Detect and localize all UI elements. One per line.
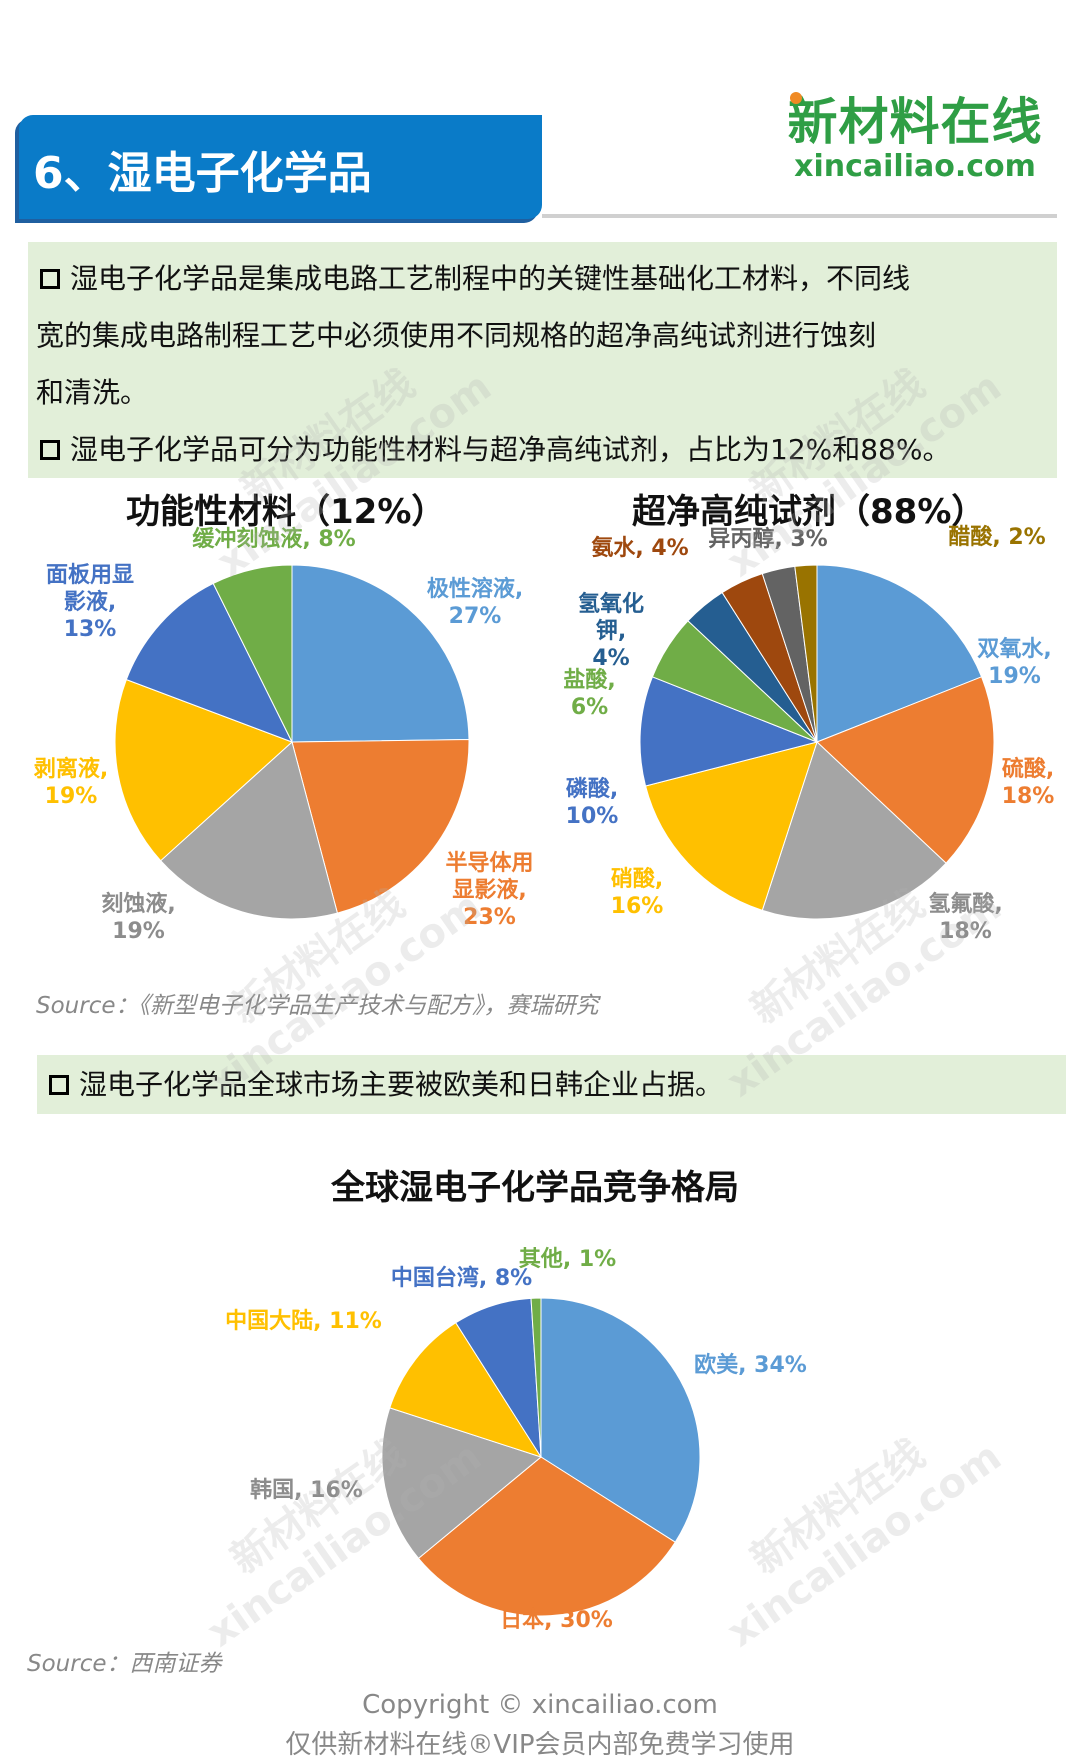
slice-label-line: 硫酸, (1001, 757, 1055, 782)
slice-label-line: 10% (565, 804, 619, 829)
pie-slice (794, 564, 818, 743)
slice-label-line: 18% (939, 919, 992, 944)
pie-slice (417, 1456, 676, 1617)
slice-label-line: 韩国, 16% (250, 1478, 363, 1503)
slice-label-line: 18% (1001, 784, 1055, 809)
slice-label: 剥离液, 19% (32, 756, 110, 810)
logo-en: xincailiao.com (794, 149, 1036, 184)
slice-label-line: 16% (610, 894, 664, 919)
bullet-1: 湿电子化学品是集成电路工艺制程中的关键性基础化工材料，不同线 (36, 250, 1057, 307)
pie-slice (291, 738, 470, 914)
bullet-1-line: 宽的集成电路制程工艺中必须使用不同规格的超净高纯试剂进行蚀刻 (36, 319, 877, 352)
slice-label-line: 刻蚀液, (101, 892, 176, 917)
slice-label-line: 27% (448, 604, 502, 629)
slice-label: 磷酸, 10% (565, 776, 619, 830)
bullet-square-icon (49, 1075, 69, 1095)
slice-label-line: 异丙醇, 3% (708, 527, 828, 552)
slice-label-line: 磷酸, (565, 777, 619, 802)
slice-label: 面板用显 影液, 13% (43, 562, 137, 643)
slice-label-line: 面板用显 (45, 563, 134, 588)
pie-slice (125, 582, 294, 743)
pie-slice (381, 1407, 543, 1560)
slice-label: 醋酸, 2% (947, 524, 1047, 551)
slice-label: 氨水, 4% (590, 535, 690, 562)
slice-label-line: 影液, (63, 590, 117, 615)
header-divider (542, 214, 1057, 218)
slice-label: 日本, 30% (490, 1607, 623, 1634)
slice-label: 中国台湾, 8% (376, 1265, 547, 1292)
slice-label: 极性溶液, 27% (423, 576, 527, 630)
section-header: 6、湿电子化学品 (19, 115, 542, 219)
slice-label: 中国大陆, 11% (209, 1308, 398, 1335)
bullet-square-icon (40, 440, 60, 460)
usage-note: 仅供新材料在线®VIP会员内部免费学习使用 (285, 1730, 795, 1760)
bullet-3: 湿电子化学品全球市场主要被欧美和日韩企业占据。 (79, 1068, 724, 1101)
slice-label: 其他, 1% (509, 1246, 626, 1273)
pie-slice (644, 741, 818, 911)
slice-label-line: 醋酸, 2% (948, 525, 1046, 550)
slice-label-line: 其他, 1% (518, 1247, 617, 1272)
slice-label: 盐酸, 6% (562, 667, 617, 721)
slice-label-line: 双氧水, (977, 637, 1052, 662)
slice-label: 氢氧化钾, 4% (577, 592, 644, 671)
slice-label-line: 缓冲刻蚀液, 8% (192, 527, 356, 552)
slice-label-line: 中国大陆, 11% (225, 1309, 382, 1334)
slice-label-line: 硝酸, (610, 867, 664, 892)
chart-title-functional: 功能性材料（12%） (126, 492, 446, 532)
pie-slice (530, 1297, 542, 1458)
copyright: Copyright © xincailiao.com (362, 1690, 718, 1720)
source-note-2: Source：西南证券 (27, 1651, 222, 1677)
market-box: 湿电子化学品全球市场主要被欧美和日韩企业占据。 (37, 1055, 1066, 1114)
bullet-square-icon (40, 269, 60, 289)
pie-slice (639, 676, 819, 787)
slice-label-line: 19% (988, 664, 1041, 689)
slice-label-line: 13% (63, 617, 117, 642)
slice-label-line: 19% (44, 784, 98, 809)
slice-label-line: 氢氟酸, (928, 892, 1003, 917)
slice-label-line: 盐酸, (563, 668, 616, 693)
slice-label: 异丙醇, 3% (706, 526, 830, 553)
slice-label-line: 日本, 30% (500, 1608, 613, 1633)
slice-label: 缓冲刻蚀液, 8% (189, 526, 359, 553)
pie-slice (212, 564, 293, 743)
section-title: 6、湿电子化学品 (33, 148, 372, 199)
slice-label-line: 19% (112, 919, 165, 944)
slice-label-line: 中国台湾, 8% (390, 1266, 533, 1291)
pie-slice (114, 678, 293, 862)
slice-label-line: 显影液, (452, 878, 527, 903)
slice-label-line: 23% (463, 905, 516, 930)
bullet-1-line: 和清洗。 (36, 376, 149, 409)
pie-slice (291, 564, 470, 743)
logo: 新材料在线 xincailiao.com (770, 92, 1060, 208)
slice-label: 欧美, 34% (684, 1352, 817, 1379)
slice-label: 硝酸, 16% (610, 866, 664, 920)
slice-label-line: 极性溶液, (426, 577, 524, 602)
slice-label-line: 剥离液, (33, 757, 109, 782)
pie-slice (816, 564, 983, 743)
slice-label: 双氧水, 19% (974, 636, 1055, 690)
pie-slice (389, 1322, 543, 1458)
source-note-1: Source：《新型电子化学品生产技术与配方》，赛瑞研究 (36, 993, 599, 1019)
pie-slice (540, 1297, 701, 1543)
bullet-2: 湿电子化学品可分为功能性材料与超净高纯试剂，占比为12%和88%。 (36, 421, 1057, 478)
slice-label-line: 半导体用 (445, 851, 534, 876)
slice-label-line: 欧美, 34% (694, 1353, 807, 1378)
slice-label: 韩国, 16% (241, 1477, 372, 1504)
chart-title-global: 全球湿电子化学品竞争格局 (331, 1168, 739, 1208)
intro-box: 湿电子化学品是集成电路工艺制程中的关键性基础化工材料，不同线 宽的集成电路制程工… (28, 242, 1057, 478)
logo-cn: 新材料在线 (787, 93, 1043, 151)
pie-slice (761, 741, 947, 920)
slice-label: 刻蚀液, 19% (99, 891, 178, 945)
slice-label-line: 6% (570, 695, 609, 720)
pie-slice (816, 676, 995, 864)
pie-slice (159, 741, 339, 920)
slice-label: 氢氟酸, 18% (925, 891, 1006, 945)
slice-label: 硫酸, 18% (1001, 756, 1055, 810)
chart-title-ultrapure: 超净高纯试剂（88%） (632, 492, 986, 532)
slice-label: 半导体用 显影液, 23% (441, 850, 538, 931)
slice-label-line: 氨水, 4% (591, 536, 689, 561)
